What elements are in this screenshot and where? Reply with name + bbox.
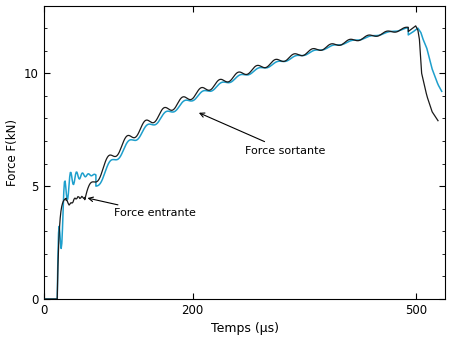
Y-axis label: Force F(kN): Force F(kN) [5,119,18,186]
Text: Force entrante: Force entrante [89,197,196,218]
X-axis label: Temps (μs): Temps (μs) [211,323,279,336]
Text: Force sortante: Force sortante [200,113,325,155]
